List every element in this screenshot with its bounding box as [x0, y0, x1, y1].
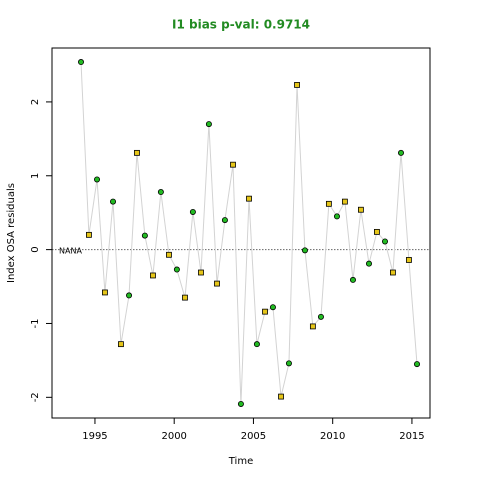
x-tick-label: 2000	[161, 431, 186, 442]
point	[237, 400, 244, 407]
series-line	[80, 62, 418, 404]
point	[118, 341, 124, 348]
point	[173, 266, 180, 273]
plot-frame	[51, 47, 431, 419]
point	[102, 289, 108, 296]
point	[397, 149, 404, 156]
point	[414, 361, 421, 368]
x-tick-label: 2015	[399, 431, 424, 442]
point	[365, 260, 372, 267]
point	[357, 206, 364, 213]
point	[333, 213, 340, 220]
point	[126, 292, 133, 299]
point	[374, 228, 380, 235]
point	[253, 341, 260, 348]
x-tick-label: 1995	[82, 431, 107, 442]
point	[246, 195, 252, 202]
point	[221, 217, 228, 224]
y-tick-label: -2	[30, 392, 41, 402]
point	[390, 269, 396, 276]
annotation: NANA	[59, 247, 82, 256]
point	[110, 198, 117, 205]
point	[317, 313, 324, 320]
point	[301, 247, 308, 254]
point	[214, 280, 220, 287]
point	[278, 393, 284, 400]
point	[141, 232, 148, 239]
y-axis-label: Index OSA residuals	[6, 183, 17, 283]
x-axis-label: Time	[228, 456, 253, 467]
point	[349, 276, 356, 283]
y-tick-label: 0	[30, 246, 41, 252]
point	[198, 269, 204, 276]
x-tick-label: 2010	[320, 431, 345, 442]
point	[406, 257, 412, 263]
point	[269, 304, 276, 311]
x-tick-label: 2005	[241, 431, 266, 442]
point	[341, 198, 348, 205]
point	[205, 121, 212, 128]
y-tick-label: 1	[30, 173, 41, 179]
point	[309, 323, 316, 330]
point	[94, 176, 101, 183]
point	[134, 149, 140, 156]
point	[157, 189, 164, 196]
point	[182, 294, 188, 301]
point	[230, 161, 236, 168]
y-tick-label: 2	[30, 99, 41, 105]
point	[78, 59, 85, 66]
point	[86, 231, 92, 238]
point	[381, 238, 388, 245]
point	[285, 360, 292, 367]
chart-title: I1 bias p-val: 0.9714	[172, 18, 310, 32]
point	[294, 82, 300, 88]
point	[150, 272, 156, 279]
point	[189, 208, 196, 215]
point	[262, 308, 268, 315]
point	[325, 200, 332, 207]
point	[166, 251, 172, 258]
y-tick-label: -1	[30, 318, 41, 328]
